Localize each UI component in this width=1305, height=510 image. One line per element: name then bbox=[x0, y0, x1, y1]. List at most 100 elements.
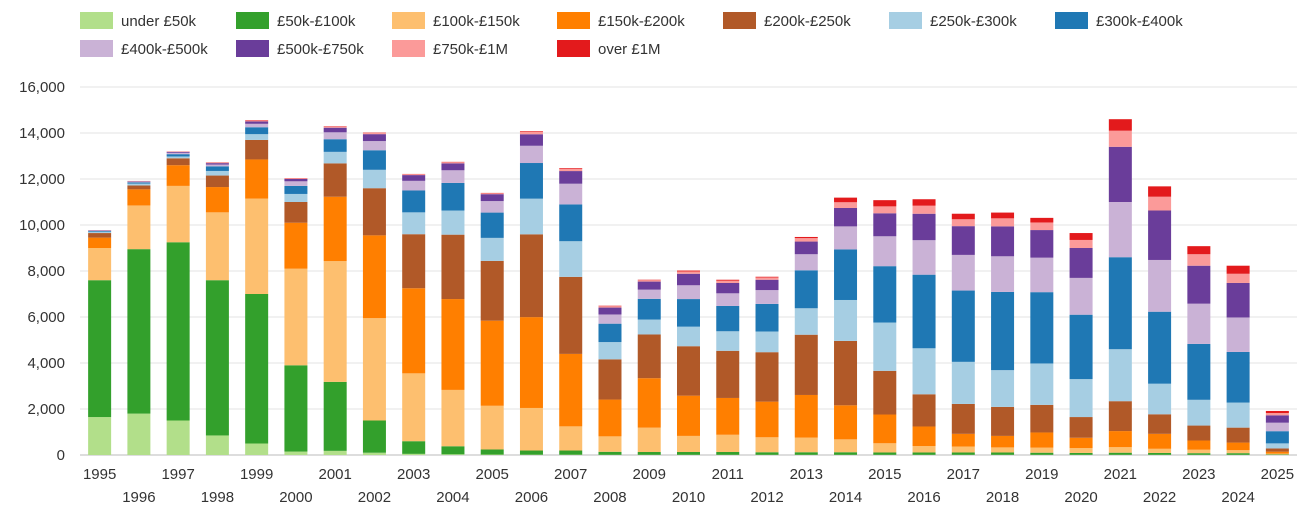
bar-stack-2000 bbox=[284, 178, 308, 455]
bar-2022-250k-300k bbox=[1148, 383, 1172, 415]
y-tick-label: 4,000 bbox=[27, 355, 65, 372]
bar-2011-over-1m bbox=[716, 279, 740, 281]
bar-2008-100k-150k bbox=[598, 436, 622, 452]
bar-1999-200k-250k bbox=[245, 139, 269, 160]
bar-2003-100k-150k bbox=[402, 373, 426, 442]
bar-1999-300k-400k bbox=[245, 127, 269, 135]
bar-1999-50k-100k bbox=[245, 294, 269, 444]
bar-2017-200k-250k bbox=[951, 403, 975, 434]
x-tick-label: 2009 bbox=[633, 466, 666, 483]
bar-2008-400k-500k bbox=[598, 314, 622, 324]
bar-stack-2012 bbox=[755, 276, 779, 455]
bar-1998-300k-400k bbox=[205, 166, 229, 171]
bar-2020-400k-500k bbox=[1069, 277, 1093, 315]
bar-stack-2020 bbox=[1069, 233, 1093, 455]
bar-2015-750k-1m bbox=[873, 206, 897, 214]
bar-stack-1999 bbox=[245, 120, 269, 455]
bar-2021-100k-150k bbox=[1108, 447, 1132, 453]
bar-2000-100k-150k bbox=[284, 268, 308, 366]
bar-2016-150k-200k bbox=[912, 426, 936, 447]
bar-2015-500k-750k bbox=[873, 213, 897, 237]
y-axis: 0 2,000 4,000 6,000 8,000 10,000 12,000 14,000 1… bbox=[19, 79, 65, 464]
bar-1998-100k-150k bbox=[205, 212, 229, 281]
bar-2010-over-1m bbox=[677, 270, 700, 272]
bar-2011-500k-750k bbox=[716, 282, 740, 294]
bar-2022-50k-100k bbox=[1148, 452, 1172, 455]
bar-stack-2009 bbox=[637, 279, 661, 455]
bar-2015-150k-200k bbox=[873, 414, 897, 444]
bar-1996-400k-500k bbox=[127, 181, 151, 183]
legend-label-50k-100k: £50k-£100k bbox=[277, 13, 356, 30]
bar-2017-300k-400k bbox=[951, 290, 975, 362]
bar-2021-250k-300k bbox=[1108, 349, 1132, 402]
bar-2009-750k-1m bbox=[637, 280, 661, 282]
bar-2001-150k-200k bbox=[323, 196, 347, 262]
legend-swatch-500k-750k bbox=[236, 40, 269, 57]
bar-2012-200k-250k bbox=[755, 352, 779, 402]
bar-2006-100k-150k bbox=[519, 407, 543, 451]
bar-2008-300k-400k bbox=[598, 323, 622, 343]
y-tick-label: 14,000 bbox=[19, 125, 65, 142]
x-tick-label: 2018 bbox=[986, 489, 1019, 506]
bar-2017-100k-150k bbox=[951, 446, 975, 453]
bar-2006-300k-400k bbox=[519, 163, 543, 199]
bar-2006-200k-250k bbox=[519, 234, 543, 318]
bar-2011-50k-100k bbox=[716, 452, 740, 455]
bar-2010-750k-1m bbox=[677, 271, 700, 274]
bar-2005-250k-300k bbox=[480, 237, 504, 261]
bar-2008-150k-200k bbox=[598, 399, 622, 437]
x-tick-label: 2002 bbox=[358, 489, 391, 506]
bar-stack-2011 bbox=[716, 279, 740, 455]
bar-2004-250k-300k bbox=[441, 210, 465, 235]
legend-label-750k-1m: £750k-£1M bbox=[433, 41, 508, 58]
x-tick-label: 2003 bbox=[397, 466, 430, 483]
bar-2005-150k-200k bbox=[480, 320, 504, 406]
bar-1999-under-50k bbox=[245, 443, 269, 455]
bar-2021-300k-400k bbox=[1108, 257, 1132, 350]
bar-2023-400k-500k bbox=[1187, 303, 1211, 344]
bar-2000-400k-500k bbox=[284, 181, 308, 186]
x-tick-label: 2006 bbox=[515, 489, 548, 506]
bar-stack-2021 bbox=[1108, 119, 1132, 455]
bar-2017-500k-750k bbox=[951, 226, 975, 255]
x-tick-label: 2017 bbox=[947, 466, 980, 483]
bar-2002-300k-400k bbox=[362, 150, 386, 170]
y-tick-label: 2,000 bbox=[27, 401, 65, 418]
legend-label-300k-400k: £300k-£400k bbox=[1096, 13, 1183, 30]
bar-2006-250k-300k bbox=[519, 198, 543, 235]
legend-swatch-150k-200k bbox=[557, 12, 590, 29]
bar-2019-200k-250k bbox=[1030, 404, 1054, 433]
bar-2014-400k-500k bbox=[834, 226, 858, 250]
x-tick-label: 2008 bbox=[593, 489, 626, 506]
y-tick-label: 12,000 bbox=[19, 171, 65, 188]
bar-2004-750k-1m bbox=[441, 162, 465, 164]
bar-2020-750k-1m bbox=[1069, 239, 1093, 248]
bar-1995-50k-100k bbox=[88, 280, 112, 418]
bar-2007-500k-750k bbox=[559, 171, 583, 184]
bar-1998-400k-500k bbox=[205, 164, 229, 167]
bar-2020-150k-200k bbox=[1069, 437, 1093, 449]
bar-2018-400k-500k bbox=[991, 256, 1015, 292]
bar-2021-150k-200k bbox=[1108, 431, 1132, 448]
bar-2023-200k-250k bbox=[1187, 425, 1211, 441]
bar-2002-400k-500k bbox=[362, 141, 386, 151]
bar-2016-400k-500k bbox=[912, 240, 936, 275]
bar-2023-100k-150k bbox=[1187, 449, 1211, 454]
legend-label-400k-500k: £400k-£500k bbox=[121, 41, 208, 58]
bar-2021-750k-1m bbox=[1108, 130, 1132, 147]
bar-2024-over-1m bbox=[1226, 265, 1250, 274]
bar-2022-500k-750k bbox=[1148, 210, 1172, 260]
x-tick-label: 2019 bbox=[1025, 466, 1058, 483]
bar-2004-150k-200k bbox=[441, 299, 465, 390]
bar-2019-300k-400k bbox=[1030, 292, 1054, 364]
bar-2000-500k-750k bbox=[284, 179, 308, 182]
bar-2015-300k-400k bbox=[873, 266, 897, 323]
x-tick-label: 1997 bbox=[161, 466, 194, 483]
bar-2005-300k-400k bbox=[480, 212, 504, 238]
bar-2004-500k-750k bbox=[441, 163, 465, 171]
bar-2002-250k-300k bbox=[362, 169, 386, 189]
x-tick-label: 2023 bbox=[1182, 466, 1215, 483]
y-tick-label: 0 bbox=[57, 447, 65, 464]
bar-stack-2014 bbox=[834, 197, 858, 455]
x-tick-label: 2021 bbox=[1104, 466, 1137, 483]
